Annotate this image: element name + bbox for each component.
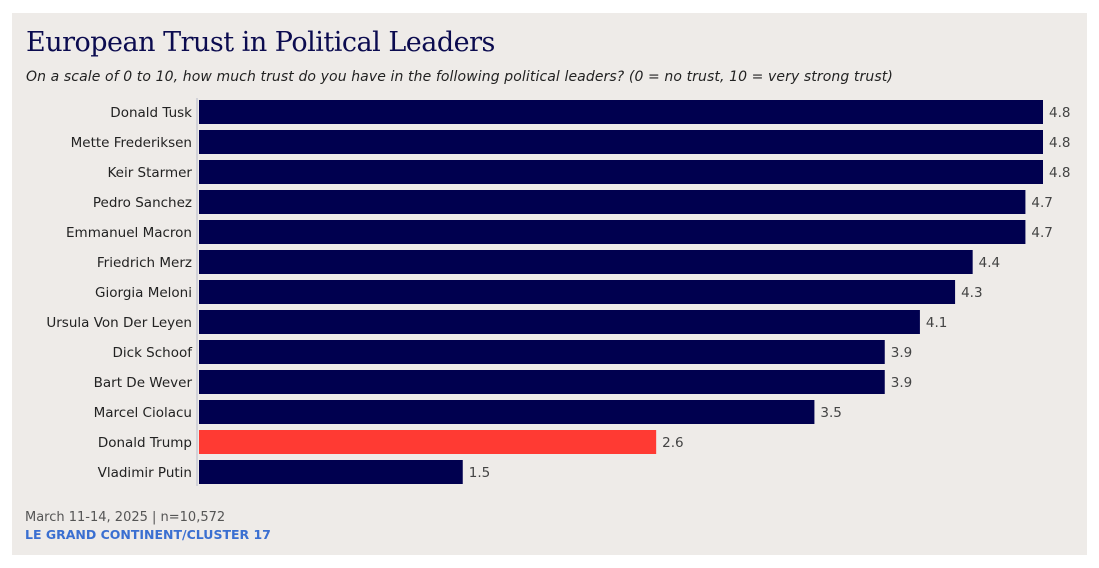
bar [199, 460, 463, 484]
category-label: Vladimir Putin [98, 465, 192, 481]
chart-title: European Trust in Political Leaders [26, 27, 495, 58]
data-label: 4.1 [926, 315, 947, 331]
data-label: 3.9 [891, 375, 912, 391]
bar [199, 280, 956, 304]
category-label: Donald Tusk [110, 105, 192, 121]
data-label: 4.8 [1049, 105, 1070, 121]
survey-date-sample: March 11-14, 2025 | n=10,572 [25, 510, 226, 525]
bar [199, 160, 1043, 184]
category-label: Marcel Ciolacu [94, 405, 192, 421]
data-label: 4.8 [1049, 135, 1070, 151]
bar [199, 100, 1043, 124]
source-credit: LE GRAND CONTINENT/CLUSTER 17 [25, 527, 271, 542]
data-label: 2.6 [662, 435, 683, 451]
chart-panel: European Trust in Political Leaders On a… [12, 13, 1087, 555]
bar [199, 310, 920, 334]
bar [199, 130, 1043, 154]
data-label: 3.5 [820, 405, 841, 421]
data-label: 4.4 [979, 255, 1000, 271]
bar [199, 250, 973, 274]
category-label: Mette Frederiksen [71, 135, 192, 151]
category-label: Ursula Von Der Leyen [46, 315, 192, 331]
bar [199, 370, 885, 394]
chart-subtitle: On a scale of 0 to 10, how much trust do… [26, 69, 893, 85]
data-label: 4.7 [1031, 225, 1052, 241]
category-label: Pedro Sanchez [93, 195, 192, 211]
category-label: Giorgia Meloni [95, 285, 192, 301]
data-label: 4.7 [1031, 195, 1052, 211]
data-label: 4.3 [961, 285, 982, 301]
category-label: Keir Starmer [107, 165, 192, 181]
data-label: 3.9 [891, 345, 912, 361]
data-label: 1.5 [469, 465, 490, 481]
bar [199, 220, 1026, 244]
bar-chart: Donald Tusk 4.8 Mette Frederiksen 4.8 Keir S… [46, 98, 1070, 486]
data-label: 4.8 [1049, 165, 1070, 181]
category-label: Emmanuel Macron [66, 225, 192, 241]
bar [199, 340, 885, 364]
category-label: Donald Trump [98, 435, 192, 451]
category-label: Dick Schoof [113, 345, 194, 361]
category-label: Bart De Wever [94, 375, 193, 391]
bar [199, 430, 657, 454]
category-label: Friedrich Merz [97, 255, 192, 271]
bar [199, 190, 1026, 214]
bar [199, 400, 815, 424]
